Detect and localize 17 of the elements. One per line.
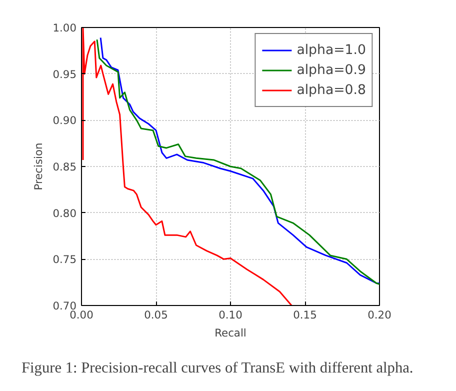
x-tick-label: 0.20 xyxy=(368,308,392,322)
y-tick-label: 0.85 xyxy=(52,160,77,174)
caption: Figure 1: Precision-recall curves of TransE with different alpha. xyxy=(22,360,414,376)
y-tick-label: 0.80 xyxy=(52,206,77,220)
y-axis-title: Precision xyxy=(32,142,45,190)
x-tick-label: 0.05 xyxy=(144,308,168,322)
y-tick-label: 0.75 xyxy=(52,253,77,266)
legend-label: alpha=0.8 xyxy=(296,82,366,98)
x-tick-label: 0.00 xyxy=(70,308,94,322)
legend-label: alpha=1.0 xyxy=(296,42,366,58)
x-axis-title: Recall xyxy=(214,326,246,340)
x-tick-label: 0.15 xyxy=(293,308,317,322)
y-tick-label: 0.95 xyxy=(52,68,77,81)
x-tick-label: 0.10 xyxy=(218,308,243,322)
y-tick-label: 0.90 xyxy=(52,114,77,128)
legend-label: alpha=0.9 xyxy=(296,62,366,78)
y-tick-label: 1.00 xyxy=(52,22,77,34)
